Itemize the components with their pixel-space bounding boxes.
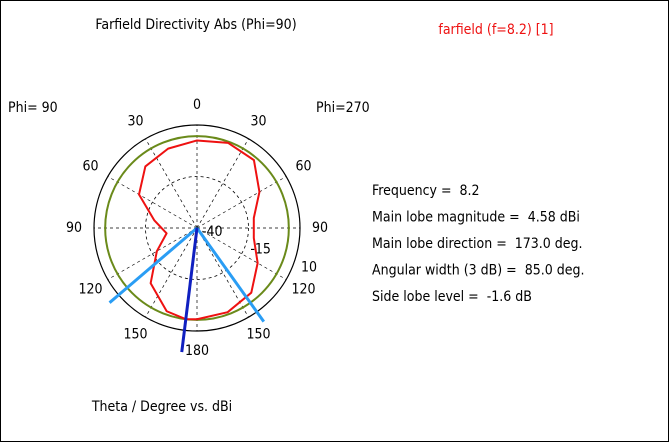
angle-label: 180	[185, 343, 209, 359]
chart-title: Farfield Directivity Abs (Phi=90)	[95, 17, 296, 33]
main-lobe-line	[180, 227, 199, 353]
spoke	[145, 227, 198, 318]
left-label: Phi= 90	[8, 100, 58, 116]
legend: farfield (f=8.2) [1]	[438, 22, 553, 38]
angle-label: 60	[296, 159, 312, 175]
angle-label: 90	[66, 220, 82, 236]
r-tick-label: 10	[301, 259, 317, 275]
pattern-curve	[138, 139, 261, 321]
beamwidth-line	[108, 226, 198, 304]
spoke	[145, 138, 198, 229]
spoke	[107, 176, 198, 229]
angle-label: 150	[246, 327, 270, 343]
r-tick-label: -15	[250, 242, 271, 258]
info-value: 173.0 deg.	[515, 236, 583, 252]
info-label: Main lobe magnitude =	[372, 210, 520, 226]
right-label: Phi=270	[316, 100, 370, 116]
spoke	[196, 138, 249, 229]
grid-circle	[145, 176, 249, 280]
angle-label: 120	[78, 282, 102, 298]
info-value: 4.58 dBi	[528, 210, 580, 226]
spoke	[196, 176, 287, 229]
axis-label: Theta / Degree vs. dBi	[91, 399, 232, 415]
angle-label: 0	[193, 97, 201, 113]
spoke	[107, 227, 198, 280]
angle-label: 60	[82, 159, 98, 175]
angle-label: 90	[312, 220, 328, 236]
angle-label: 30	[250, 113, 266, 129]
angle-label: 150	[123, 327, 147, 343]
spoke	[196, 227, 287, 280]
info-label: Main lobe direction =	[372, 236, 507, 252]
info-value: 8.2	[460, 183, 480, 199]
angle-label: 30	[127, 113, 143, 129]
beamwidth-line	[195, 227, 266, 323]
info-label: Frequency =	[372, 183, 452, 199]
info-label: Angular width (3 dB) =	[372, 263, 517, 279]
info-value: -1.6 dB	[487, 289, 532, 305]
r-tick-label: -40	[202, 224, 223, 240]
info-value: 85.0 deg.	[525, 263, 585, 279]
info-label: Side lobe level =	[372, 289, 479, 305]
angle-label: 120	[291, 282, 315, 298]
